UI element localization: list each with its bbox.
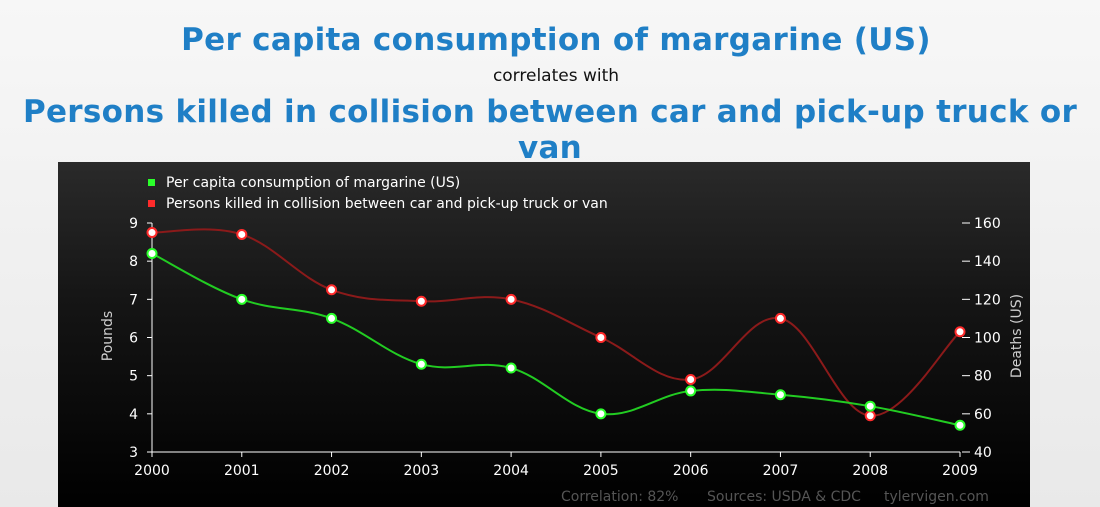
x-tick-label: 2003 xyxy=(404,463,440,479)
deaths-point xyxy=(326,284,338,296)
y-tick-label: 8 xyxy=(129,254,138,270)
margarine-point xyxy=(595,408,607,420)
x-tick-label: 2001 xyxy=(224,463,260,479)
deaths-point xyxy=(146,227,158,239)
x-tick-label: 2000 xyxy=(134,463,170,479)
y-tick-label: 5 xyxy=(129,369,138,385)
y2-tick-label: 120 xyxy=(974,292,1001,308)
y2-tick-label: 160 xyxy=(974,216,1001,232)
y2-tick-label: 100 xyxy=(974,331,1001,347)
margarine-point xyxy=(326,312,338,324)
y2-tick-label: 40 xyxy=(974,445,992,461)
y2-axis-title: Deaths (US) xyxy=(1009,294,1025,378)
margarine-point xyxy=(146,248,158,260)
y-tick-label: 3 xyxy=(129,445,138,461)
chart-title: Per capita consumption of margarine (US) xyxy=(181,22,931,58)
legend: Per capita consumption of margarine (US)… xyxy=(148,175,608,212)
footer-sources: Sources: USDA & CDC xyxy=(707,489,861,505)
deaths-line xyxy=(151,228,961,417)
line-chart: 3 4 5 6 7 8 9 40 60 80 100 120 140 160 2000 2001 2002 200… xyxy=(100,175,1025,505)
chart-title-2: Persons killed in collision between car … xyxy=(22,94,1078,166)
series-lines xyxy=(151,228,961,427)
y2-tick-label: 60 xyxy=(974,407,992,423)
margarine-point xyxy=(774,389,786,401)
y-tick-label: 9 xyxy=(129,216,138,232)
deaths-point xyxy=(774,312,786,324)
deaths-point xyxy=(236,228,248,240)
y-tick-label: 6 xyxy=(129,331,138,347)
x-tick-label: 2007 xyxy=(763,463,799,479)
legend-swatch xyxy=(148,200,155,207)
series-markers xyxy=(146,227,966,431)
x-tick-label: 2009 xyxy=(942,463,978,479)
legend-label: Persons killed in collision between car … xyxy=(166,196,608,212)
chart-subtitle: correlates with xyxy=(492,66,620,86)
axes: 3 4 5 6 7 8 9 40 60 80 100 120 140 160 2000 2001 2002 200… xyxy=(129,216,1001,479)
x-tick-label: 2005 xyxy=(583,463,619,479)
y-tick-label: 7 xyxy=(129,292,138,308)
y2-tick-label: 80 xyxy=(974,369,992,385)
legend-swatch xyxy=(148,179,155,186)
margarine-point xyxy=(415,358,427,370)
margarine-line xyxy=(151,252,961,427)
margarine-point xyxy=(505,362,517,374)
y2-tick-label: 140 xyxy=(974,254,1001,270)
x-tick-label: 2006 xyxy=(673,463,709,479)
y-tick-label: 4 xyxy=(129,407,138,423)
x-tick-label: 2008 xyxy=(852,463,888,479)
deaths-point xyxy=(505,293,517,305)
y-axis-title: Pounds xyxy=(100,311,116,361)
x-tick-label: 2004 xyxy=(493,463,529,479)
margarine-point xyxy=(685,385,697,397)
deaths-point xyxy=(415,295,427,307)
deaths-point xyxy=(864,410,876,422)
deaths-point xyxy=(954,326,966,338)
footer-correlation: Correlation: 82% xyxy=(561,489,678,505)
margarine-point xyxy=(864,400,876,412)
footer-site: tylervigen.com xyxy=(884,489,989,505)
margarine-point xyxy=(236,293,248,305)
legend-label: Per capita consumption of margarine (US) xyxy=(166,175,460,191)
deaths-point xyxy=(685,373,697,385)
x-tick-label: 2002 xyxy=(314,463,350,479)
chart-panel: 3 4 5 6 7 8 9 40 60 80 100 120 140 160 2000 2001 2002 200… xyxy=(58,162,1030,507)
deaths-point xyxy=(595,332,607,343)
margarine-point xyxy=(954,419,966,431)
